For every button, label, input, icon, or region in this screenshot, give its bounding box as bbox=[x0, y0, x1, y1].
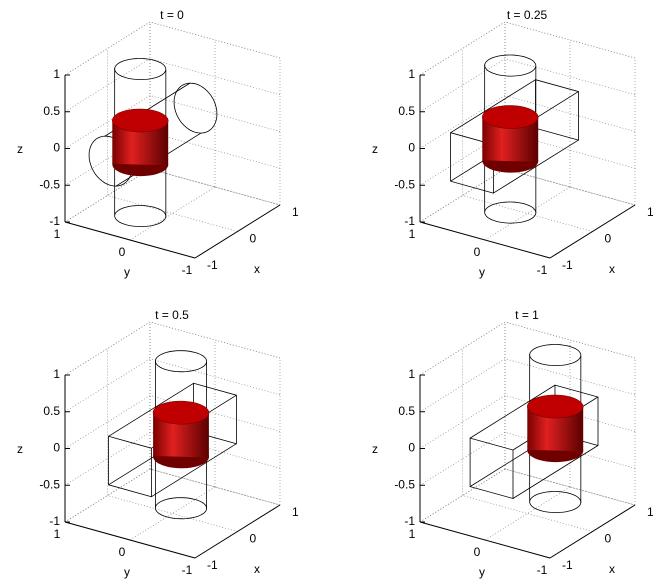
x-axis-label: x bbox=[254, 562, 260, 576]
cylinder-end bbox=[485, 55, 536, 76]
x-tick-label: 1 bbox=[647, 205, 654, 219]
z-tick-label: 1 bbox=[408, 67, 415, 81]
x-axis bbox=[195, 205, 280, 258]
x-axis-label: x bbox=[609, 262, 615, 276]
z-tick-label: 0 bbox=[408, 441, 415, 455]
x-tick-label: 1 bbox=[647, 505, 654, 519]
z-tick-label: -1 bbox=[404, 514, 415, 528]
z-tick-label: -0.5 bbox=[394, 177, 415, 191]
y-tick-label: 1 bbox=[409, 527, 416, 541]
z-axis-label: z bbox=[372, 442, 378, 456]
z-tick-label: 1 bbox=[53, 367, 60, 381]
z-tick-label: -0.5 bbox=[39, 477, 60, 491]
z-tick-label: 1 bbox=[53, 67, 60, 81]
chart-title: t = 0.25 bbox=[507, 8, 548, 22]
z-tick-label: 0.5 bbox=[398, 404, 415, 418]
z-tick-label: 0 bbox=[53, 441, 60, 455]
y-tick-label: 0 bbox=[474, 545, 481, 559]
red-body-top bbox=[527, 395, 583, 418]
chart-title: t = 0 bbox=[160, 8, 184, 22]
x-axis-label: x bbox=[254, 262, 260, 276]
red-body-top bbox=[153, 401, 209, 424]
x-tick-label: -1 bbox=[207, 258, 218, 272]
slab-end bbox=[109, 436, 152, 496]
red-body-top bbox=[112, 109, 168, 132]
z-tick-label: -1 bbox=[49, 514, 60, 528]
chart-title: t = 1 bbox=[515, 308, 539, 322]
y-axis bbox=[420, 222, 550, 258]
y-tick-label: -1 bbox=[537, 263, 548, 277]
y-axis-label: y bbox=[479, 565, 485, 579]
y-tick-label: 1 bbox=[409, 227, 416, 241]
x-tick-label: 0 bbox=[605, 532, 612, 546]
y-tick-label: -1 bbox=[182, 563, 193, 577]
y-axis bbox=[65, 222, 195, 258]
grid-line bbox=[108, 496, 238, 532]
y-tick-label: 0 bbox=[119, 545, 126, 559]
red-body-top bbox=[482, 106, 538, 129]
cylinder-end bbox=[485, 202, 536, 223]
z-tick-label: 0 bbox=[408, 141, 415, 155]
grid-line bbox=[130, 187, 215, 240]
x-tick-label: -1 bbox=[562, 258, 573, 272]
cylinder-end bbox=[530, 345, 581, 366]
x-tick-label: 0 bbox=[250, 232, 257, 246]
grid-line bbox=[463, 496, 593, 532]
z-axis-label: z bbox=[372, 142, 378, 156]
y-tick-label: 1 bbox=[54, 527, 61, 541]
y-axis-label: y bbox=[479, 265, 485, 279]
x-axis bbox=[550, 205, 635, 258]
z-tick-label: 0.5 bbox=[43, 404, 60, 418]
slab-end bbox=[536, 80, 579, 140]
x-tick-label: 0 bbox=[250, 532, 257, 546]
grid-line bbox=[485, 187, 570, 240]
z-tick-label: 1 bbox=[408, 367, 415, 381]
z-tick-label: -1 bbox=[404, 214, 415, 228]
x-tick-label: -1 bbox=[562, 558, 573, 572]
z-tick-label: -0.5 bbox=[394, 477, 415, 491]
cylinder-end bbox=[530, 492, 581, 513]
x-tick-label: -1 bbox=[207, 558, 218, 572]
slab-end bbox=[470, 438, 513, 498]
cylinder-end bbox=[155, 351, 206, 372]
z-tick-label: 0 bbox=[53, 141, 60, 155]
grid-line bbox=[108, 196, 238, 232]
y-tick-label: 0 bbox=[119, 245, 126, 259]
x-tick-label: 1 bbox=[292, 505, 299, 519]
y-tick-label: 0 bbox=[474, 245, 481, 259]
y-axis bbox=[420, 522, 550, 558]
z-tick-label: 0.5 bbox=[398, 104, 415, 118]
z-axis-label: z bbox=[17, 442, 23, 456]
grid-line bbox=[130, 487, 215, 540]
cylinder-end bbox=[115, 59, 166, 80]
y-axis-label: y bbox=[124, 265, 130, 279]
chart-title: t = 0.5 bbox=[155, 308, 189, 322]
x-axis-label: x bbox=[609, 562, 615, 576]
x-tick-label: 0 bbox=[605, 232, 612, 246]
figure: -1-0.500.51-101-101t = 0zyx-1-0.500.51-1… bbox=[0, 0, 660, 584]
grid-line bbox=[485, 487, 570, 540]
z-tick-label: 0.5 bbox=[43, 104, 60, 118]
y-tick-label: -1 bbox=[182, 263, 193, 277]
x-tick-label: 1 bbox=[292, 205, 299, 219]
grid-line bbox=[150, 59, 280, 95]
cylinder-end bbox=[115, 206, 166, 227]
x-axis bbox=[195, 505, 280, 558]
y-axis bbox=[65, 522, 195, 558]
grid-line bbox=[463, 196, 593, 232]
z-axis-label: z bbox=[17, 142, 23, 156]
z-tick-label: -1 bbox=[49, 214, 60, 228]
y-tick-label: 1 bbox=[54, 227, 61, 241]
y-axis-label: y bbox=[124, 565, 130, 579]
y-tick-label: -1 bbox=[537, 563, 548, 577]
x-axis bbox=[550, 505, 635, 558]
z-tick-label: -0.5 bbox=[39, 177, 60, 191]
